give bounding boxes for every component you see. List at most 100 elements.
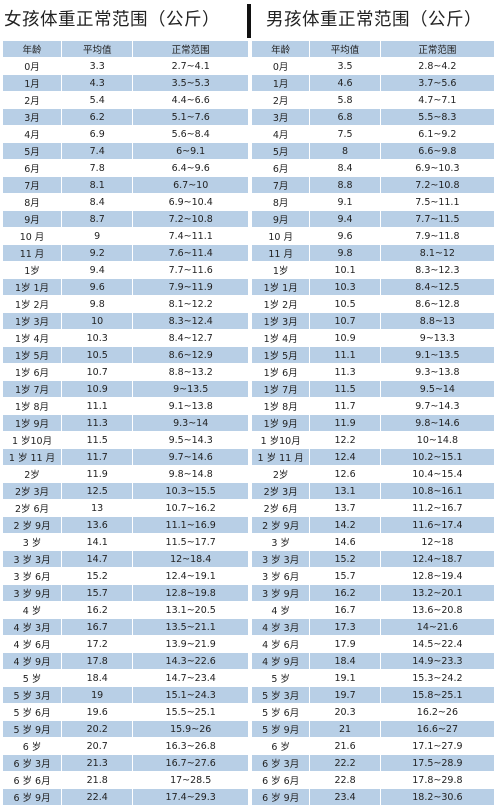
cell-average: 20.3 bbox=[309, 703, 381, 721]
cell-normal-range: 7.7~11.5 bbox=[379, 210, 496, 228]
cell-average: 12.2 bbox=[309, 431, 381, 449]
cell-age: 1岁 9月 bbox=[1, 414, 63, 432]
cell-normal-range: 13.6~20.8 bbox=[379, 601, 496, 619]
cell-average: 4.3 bbox=[61, 74, 134, 92]
table-row: 6 岁 20.7 16.3~26.8 bbox=[1, 737, 249, 755]
cell-average: 21.6 bbox=[309, 737, 381, 755]
cell-normal-range: 14.7~23.4 bbox=[132, 669, 249, 687]
boys-table-body: 0月 3.5 2.8~4.2 1月 4.6 3.7~5.6 2月 5.8 4.7~7.1 3月 6.… bbox=[250, 57, 496, 806]
cell-average: 3.3 bbox=[61, 57, 134, 75]
table-row: 5 岁 9月 20.2 15.9~26 bbox=[1, 720, 249, 738]
cell-age: 9月 bbox=[1, 210, 63, 228]
cell-age: 1岁 1月 bbox=[250, 278, 311, 296]
cell-age: 1岁 3月 bbox=[250, 312, 311, 330]
cell-age: 3 岁 6月 bbox=[250, 567, 311, 585]
cell-average: 12.6 bbox=[309, 465, 381, 483]
table-row: 1月 4.3 3.5~5.3 bbox=[1, 74, 249, 92]
cell-age: 2岁 6月 bbox=[1, 499, 63, 517]
cell-normal-range: 7.4~11.1 bbox=[132, 227, 249, 245]
table-header-row: 年龄 平均值 正常范围 bbox=[1, 40, 249, 58]
cell-average: 8.8 bbox=[309, 176, 381, 194]
cell-average: 22.4 bbox=[61, 788, 134, 806]
cell-average: 8.7 bbox=[61, 210, 134, 228]
cell-age: 3 岁 bbox=[250, 533, 311, 551]
cell-age: 4 岁 bbox=[250, 601, 311, 619]
cell-normal-range: 18.2~30.6 bbox=[379, 788, 496, 806]
cell-age: 4 岁 6月 bbox=[1, 635, 63, 653]
table-row: 0月 3.3 2.7~4.1 bbox=[1, 57, 249, 75]
cell-average: 23.4 bbox=[309, 788, 381, 806]
cell-age: 6 岁 3月 bbox=[1, 754, 63, 772]
cell-normal-range: 16.7~27.6 bbox=[132, 754, 249, 772]
cell-normal-range: 17.1~27.9 bbox=[379, 737, 496, 755]
cell-age: 5 岁 3月 bbox=[1, 686, 63, 704]
cell-average: 19 bbox=[61, 686, 134, 704]
girls-table-body: 0月 3.3 2.7~4.1 1月 4.3 3.5~5.3 2月 5.4 4.4~6.6 3月 6.… bbox=[1, 57, 249, 806]
cell-normal-range: 12~18 bbox=[379, 533, 496, 551]
cell-age: 1岁 8月 bbox=[1, 397, 63, 415]
cell-average: 9.6 bbox=[61, 278, 134, 296]
table-row: 2岁 6月 13.7 11.2~16.7 bbox=[250, 499, 496, 517]
cell-average: 13.7 bbox=[309, 499, 381, 517]
table-row: 1岁 1月 10.3 8.4~12.5 bbox=[250, 278, 496, 296]
cell-average: 10 bbox=[61, 312, 134, 330]
table-row: 5月 7.4 6~9.1 bbox=[1, 142, 249, 160]
table-row: 1岁 8月 11.7 9.7~14.3 bbox=[250, 397, 496, 415]
table-row: 4 岁 9月 17.8 14.3~22.6 bbox=[1, 652, 249, 670]
table-row: 1岁 3月 10.7 8.8~13 bbox=[250, 312, 496, 330]
cell-age: 5 岁 3月 bbox=[250, 686, 311, 704]
cell-age: 5月 bbox=[1, 142, 63, 160]
cell-age: 11 月 bbox=[250, 244, 311, 262]
cell-age: 7月 bbox=[250, 176, 311, 194]
cell-normal-range: 14~21.6 bbox=[379, 618, 496, 636]
cell-normal-range: 9.8~14.6 bbox=[379, 414, 496, 432]
cell-average: 13 bbox=[61, 499, 134, 517]
cell-average: 11.9 bbox=[61, 465, 134, 483]
tables-area: 年龄 平均值 正常范围 0月 3.3 2.7~4.1 1月 4.3 3.5~5.3 2月 5.… bbox=[0, 40, 497, 806]
cell-age: 2岁 bbox=[250, 465, 311, 483]
table-row: 0月 3.5 2.8~4.2 bbox=[250, 57, 496, 75]
cell-age: 1岁 5月 bbox=[1, 346, 63, 364]
table-row: 8月 9.1 7.5~11.1 bbox=[250, 193, 496, 211]
cell-age: 1岁 bbox=[1, 261, 63, 279]
boys-weight-table: 年龄 平均值 正常范围 0月 3.5 2.8~4.2 1月 4.6 3.7~5.6 2月 5.… bbox=[250, 40, 496, 806]
cell-normal-range: 8.6~12.9 bbox=[132, 346, 249, 364]
cell-age: 6 岁 3月 bbox=[250, 754, 311, 772]
cell-average: 7.8 bbox=[61, 159, 134, 177]
cell-average: 19.6 bbox=[61, 703, 134, 721]
cell-age: 5 岁 6月 bbox=[250, 703, 311, 721]
cell-age: 2月 bbox=[250, 91, 311, 109]
cell-average: 11.1 bbox=[309, 346, 381, 364]
cell-normal-range: 4.4~6.6 bbox=[132, 91, 249, 109]
table-row: 1岁 10.1 8.3~12.3 bbox=[250, 261, 496, 279]
cell-age: 3月 bbox=[250, 108, 311, 126]
table-row: 11 月 9.8 8.1~12 bbox=[250, 244, 496, 262]
cell-average: 13.6 bbox=[61, 516, 134, 534]
cell-average: 12.5 bbox=[61, 482, 134, 500]
cell-average: 5.4 bbox=[61, 91, 134, 109]
table-row: 2 岁 9月 13.6 11.1~16.9 bbox=[1, 516, 249, 534]
cell-average: 10.5 bbox=[61, 346, 134, 364]
cell-average: 19.7 bbox=[309, 686, 381, 704]
cell-normal-range: 6.4~9.6 bbox=[132, 159, 249, 177]
cell-normal-range: 12.8~19.4 bbox=[379, 567, 496, 585]
cell-age: 6 岁 9月 bbox=[1, 788, 63, 806]
cell-age: 3 岁 6月 bbox=[1, 567, 63, 585]
table-row: 3 岁 14.6 12~18 bbox=[250, 533, 496, 551]
cell-average: 14.1 bbox=[61, 533, 134, 551]
cell-age: 1 岁 11 月 bbox=[1, 448, 63, 466]
cell-age: 2 岁 9月 bbox=[250, 516, 311, 534]
table-row: 1岁 8月 11.1 9.1~13.8 bbox=[1, 397, 249, 415]
cell-normal-range: 17~28.5 bbox=[132, 771, 249, 789]
cell-normal-range: 9.3~14 bbox=[132, 414, 249, 432]
cell-normal-range: 8.1~12.2 bbox=[132, 295, 249, 313]
cell-normal-range: 15.9~26 bbox=[132, 720, 249, 738]
table-row: 5 岁 3月 19 15.1~24.3 bbox=[1, 686, 249, 704]
cell-average: 10.7 bbox=[61, 363, 134, 381]
cell-age: 1 岁10月 bbox=[250, 431, 311, 449]
cell-normal-range: 17.5~28.9 bbox=[379, 754, 496, 772]
cell-age: 6 岁 6月 bbox=[1, 771, 63, 789]
table-row: 9月 8.7 7.2~10.8 bbox=[1, 210, 249, 228]
cell-age: 6月 bbox=[250, 159, 311, 177]
cell-normal-range: 16.2~26 bbox=[379, 703, 496, 721]
